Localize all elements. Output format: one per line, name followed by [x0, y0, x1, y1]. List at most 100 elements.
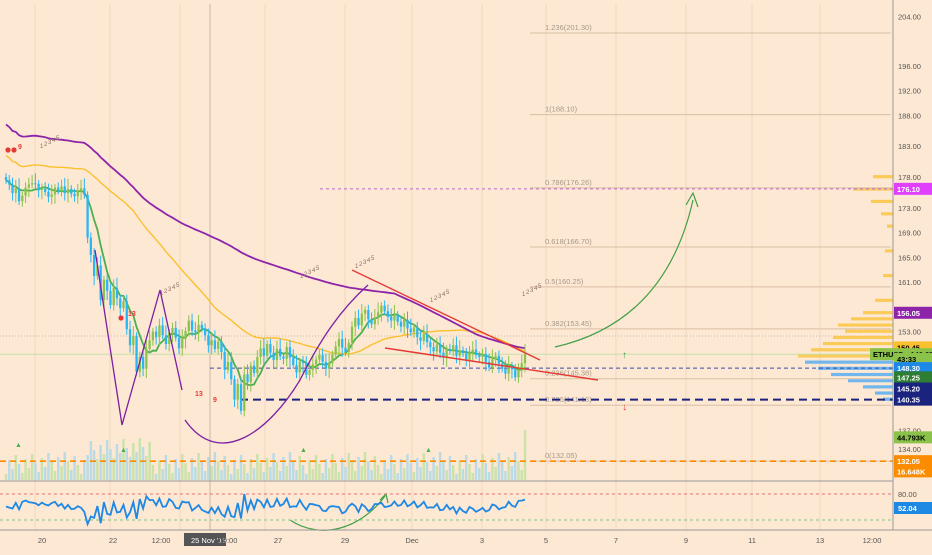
volume-bar [145, 456, 148, 480]
time-tick-label: 11 [748, 536, 756, 545]
volume-bar [229, 474, 233, 480]
candle-body [393, 314, 396, 321]
volume-bar [298, 456, 302, 480]
candle-body [14, 188, 17, 194]
volume-bar [259, 463, 262, 480]
price-badge-label: 132.05 [897, 457, 920, 466]
volume-bar [451, 465, 455, 480]
candle-body [275, 348, 279, 361]
td-count-label: 1 [355, 264, 359, 270]
volume-bar [510, 466, 514, 480]
candle-body [461, 350, 465, 354]
volume-bar [282, 457, 285, 480]
candle-body [210, 340, 213, 346]
time-tick-label: 9 [684, 536, 688, 545]
time-tick-label: 29 [341, 536, 349, 545]
candle-body [181, 339, 184, 349]
volume-bar [83, 460, 86, 480]
price-tick-label: 169.00 [898, 229, 921, 238]
volume-profile-bar [851, 317, 893, 321]
td-count-label: 5 [538, 284, 542, 290]
volume-bar [393, 464, 396, 480]
time-tick-label: 12:00 [863, 536, 882, 545]
candle-body [425, 334, 429, 343]
candle-body [517, 369, 520, 378]
candle-body [226, 361, 230, 370]
volume-bar [523, 430, 527, 480]
volume-bar [187, 472, 191, 480]
candle-body [125, 301, 128, 330]
volume-bar [96, 459, 99, 480]
volume-up-marker: ▲ [120, 447, 127, 454]
price-badge-label: 176.10 [897, 185, 920, 194]
price-tick-label: 196.00 [898, 62, 921, 71]
candle-body [354, 318, 357, 327]
candle-body [132, 335, 135, 346]
volume-bar [344, 467, 347, 480]
candle-body [442, 352, 445, 358]
candle-body [438, 344, 442, 353]
volume-profile-bar [845, 329, 893, 333]
candle-body [122, 301, 125, 309]
volume-bar [27, 468, 31, 480]
candle-body [89, 237, 93, 255]
candle-body [168, 332, 171, 344]
volume-bar [11, 469, 14, 480]
volume-bar [370, 470, 373, 480]
candle-body [145, 348, 148, 369]
candle-body [363, 310, 367, 314]
time-tick-label: 00:00 [219, 536, 238, 545]
candle-body [465, 353, 468, 361]
volume-bar [256, 454, 259, 480]
grid [0, 4, 893, 530]
volume-bar [350, 462, 354, 480]
candle-body [468, 352, 471, 361]
td-count-label: 3 [48, 140, 52, 146]
td-count-label: 4 [52, 138, 56, 144]
candle-body [262, 348, 266, 356]
volume-bar [203, 471, 207, 480]
candle-body [376, 312, 380, 318]
volume-profile-bar [883, 397, 893, 401]
price-badge-label: 150.45 [897, 343, 920, 352]
td-count-label: 3 [168, 287, 172, 293]
fib-label: 0.786(176.26) [545, 178, 592, 187]
candle-body [514, 369, 517, 378]
candle-body [148, 340, 151, 349]
td-count-label: 5 [316, 266, 320, 272]
candle-body [138, 356, 141, 372]
candle-body [11, 184, 14, 194]
volume-bar [429, 471, 432, 480]
volume-bar [497, 453, 501, 480]
candle-body [523, 354, 527, 364]
td-count-label: 1 [430, 298, 434, 304]
candle-body [203, 328, 207, 336]
candle-body [220, 341, 223, 353]
candle-body [341, 339, 344, 348]
volume-bar [174, 459, 177, 480]
candle-body [60, 186, 63, 191]
volume-profile-bar [805, 360, 893, 364]
volume-bar [99, 445, 102, 480]
volume-bar [461, 469, 465, 480]
volume-bar [513, 452, 517, 480]
volume-bar [207, 457, 210, 480]
price-tick-label: 165.00 [898, 253, 921, 262]
candle-body [487, 361, 491, 368]
volume-bar [442, 461, 445, 480]
volume-bar [278, 471, 282, 480]
time-tick-label: 20 [38, 536, 46, 545]
candle-body [520, 363, 523, 370]
volume-bar [226, 465, 230, 480]
fibonacci-levels: 1.236(201.30) 1(188.10) 0.786(176.26) 0.618… [530, 23, 891, 462]
volume-bar [445, 470, 448, 480]
volume-bar [53, 471, 57, 480]
rsi-pane [0, 493, 893, 527]
candle-body [239, 384, 243, 411]
volume-profile [798, 175, 893, 401]
time-tick-label: 3 [480, 536, 484, 545]
price-tick-label: 188.00 [898, 111, 921, 120]
candle-body [44, 188, 47, 192]
volume-bar [484, 463, 488, 480]
